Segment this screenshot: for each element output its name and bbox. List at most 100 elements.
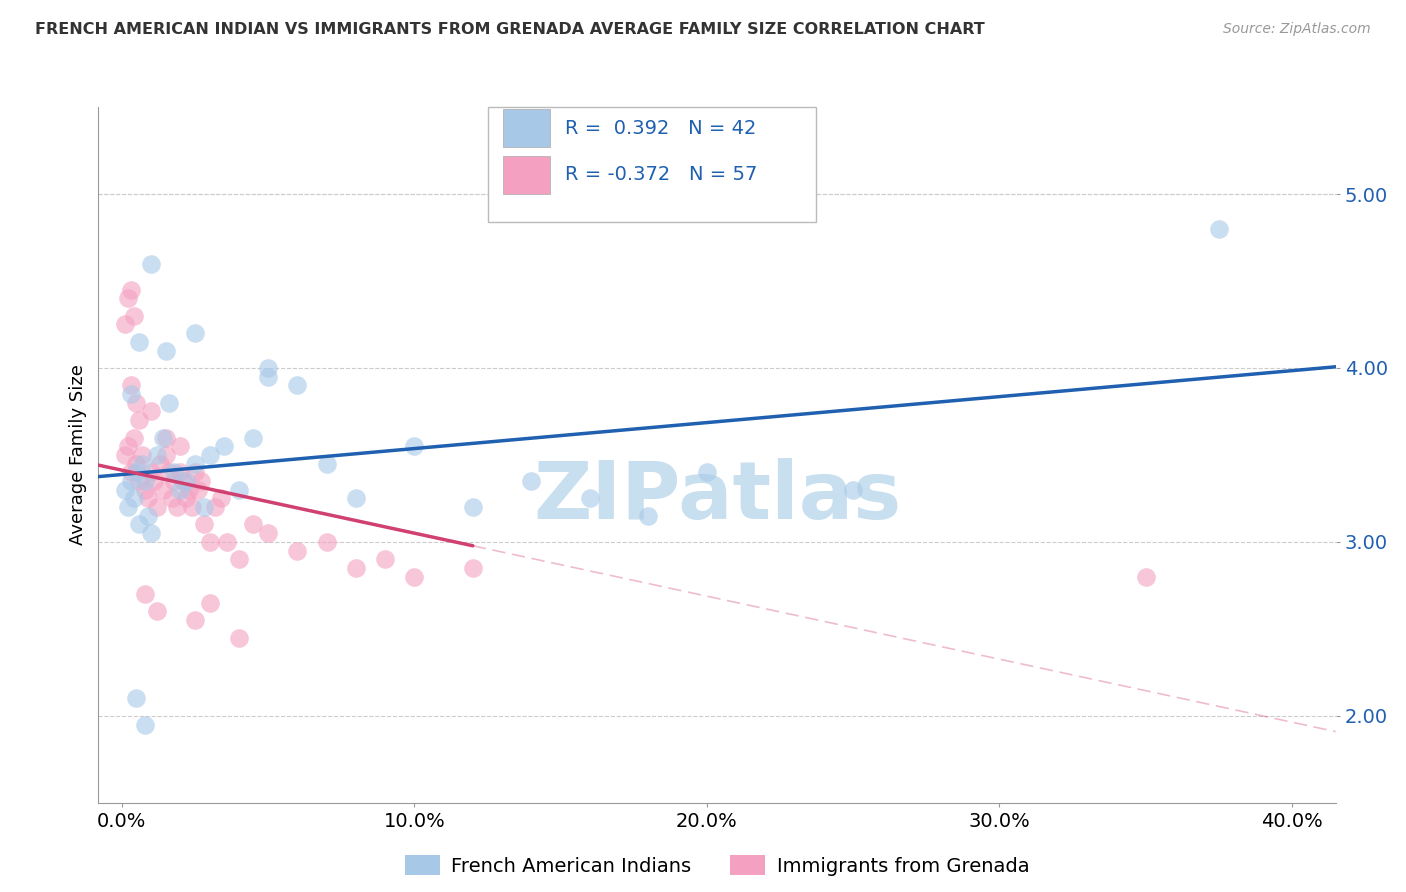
Point — [134, 587, 156, 601]
Point — [136, 508, 159, 523]
Point — [146, 448, 169, 462]
Point — [157, 396, 180, 410]
Point — [184, 326, 207, 341]
Point — [128, 517, 150, 532]
Point — [120, 283, 142, 297]
Point — [204, 500, 226, 514]
Point — [285, 378, 308, 392]
Point — [190, 474, 212, 488]
Point — [184, 457, 207, 471]
Point — [122, 309, 145, 323]
Point — [146, 605, 169, 619]
Point — [198, 535, 221, 549]
Point — [155, 431, 177, 445]
Point — [217, 535, 239, 549]
Point — [177, 483, 200, 497]
Point — [134, 717, 156, 731]
Point — [187, 483, 209, 497]
Point — [128, 474, 150, 488]
Point — [160, 491, 183, 506]
FancyBboxPatch shape — [503, 156, 550, 194]
Point — [152, 483, 174, 497]
Point — [117, 291, 139, 305]
Point — [228, 631, 250, 645]
Point — [136, 491, 159, 506]
FancyBboxPatch shape — [503, 109, 550, 147]
Point — [315, 535, 337, 549]
Point — [155, 343, 177, 358]
Point — [344, 491, 367, 506]
Point — [228, 552, 250, 566]
Point — [166, 500, 188, 514]
Point — [139, 404, 162, 418]
Point — [152, 431, 174, 445]
Point — [131, 457, 153, 471]
Point — [193, 517, 215, 532]
Point — [117, 500, 139, 514]
Point — [139, 526, 162, 541]
Point — [198, 596, 221, 610]
Point — [257, 526, 280, 541]
Point — [120, 466, 142, 480]
Point — [228, 483, 250, 497]
Point — [139, 257, 162, 271]
Point — [315, 457, 337, 471]
Point — [461, 561, 484, 575]
Text: R = -0.372   N = 57: R = -0.372 N = 57 — [565, 165, 758, 185]
Point — [242, 517, 264, 532]
Point — [242, 431, 264, 445]
Text: R =  0.392   N = 42: R = 0.392 N = 42 — [565, 119, 756, 137]
Point — [114, 448, 136, 462]
Point — [128, 413, 150, 427]
Point — [114, 318, 136, 332]
Point — [117, 439, 139, 453]
Point — [184, 466, 207, 480]
Point — [122, 491, 145, 506]
Y-axis label: Average Family Size: Average Family Size — [69, 365, 87, 545]
Point — [285, 543, 308, 558]
Point — [212, 439, 235, 453]
Point — [374, 552, 396, 566]
Point — [163, 466, 186, 480]
Text: ZIPatlas: ZIPatlas — [533, 458, 901, 536]
Point — [125, 396, 148, 410]
Point — [696, 466, 718, 480]
Point — [257, 361, 280, 376]
Point — [344, 561, 367, 575]
Point — [579, 491, 602, 506]
Point — [125, 457, 148, 471]
Point — [128, 334, 150, 349]
Point — [149, 457, 172, 471]
Point — [143, 474, 166, 488]
Point — [139, 466, 162, 480]
Point — [209, 491, 232, 506]
Point — [404, 570, 426, 584]
Point — [172, 474, 194, 488]
Point — [198, 448, 221, 462]
Legend: French American Indians, Immigrants from Grenada: French American Indians, Immigrants from… — [396, 847, 1038, 884]
Point — [163, 474, 186, 488]
Point — [155, 448, 177, 462]
Point — [404, 439, 426, 453]
Point — [842, 483, 865, 497]
Point — [131, 448, 153, 462]
Point — [114, 483, 136, 497]
Point — [461, 500, 484, 514]
Point — [125, 691, 148, 706]
FancyBboxPatch shape — [488, 107, 815, 222]
Point — [174, 474, 197, 488]
Point — [1208, 222, 1230, 236]
Point — [120, 387, 142, 401]
Point — [122, 431, 145, 445]
Point — [169, 466, 191, 480]
Point — [125, 466, 148, 480]
Point — [520, 474, 543, 488]
Text: FRENCH AMERICAN INDIAN VS IMMIGRANTS FROM GRENADA AVERAGE FAMILY SIZE CORRELATIO: FRENCH AMERICAN INDIAN VS IMMIGRANTS FRO… — [35, 22, 984, 37]
Point — [174, 491, 197, 506]
Point — [1135, 570, 1157, 584]
Point — [257, 369, 280, 384]
Point — [193, 500, 215, 514]
Point — [134, 483, 156, 497]
Point — [146, 500, 169, 514]
Point — [181, 500, 204, 514]
